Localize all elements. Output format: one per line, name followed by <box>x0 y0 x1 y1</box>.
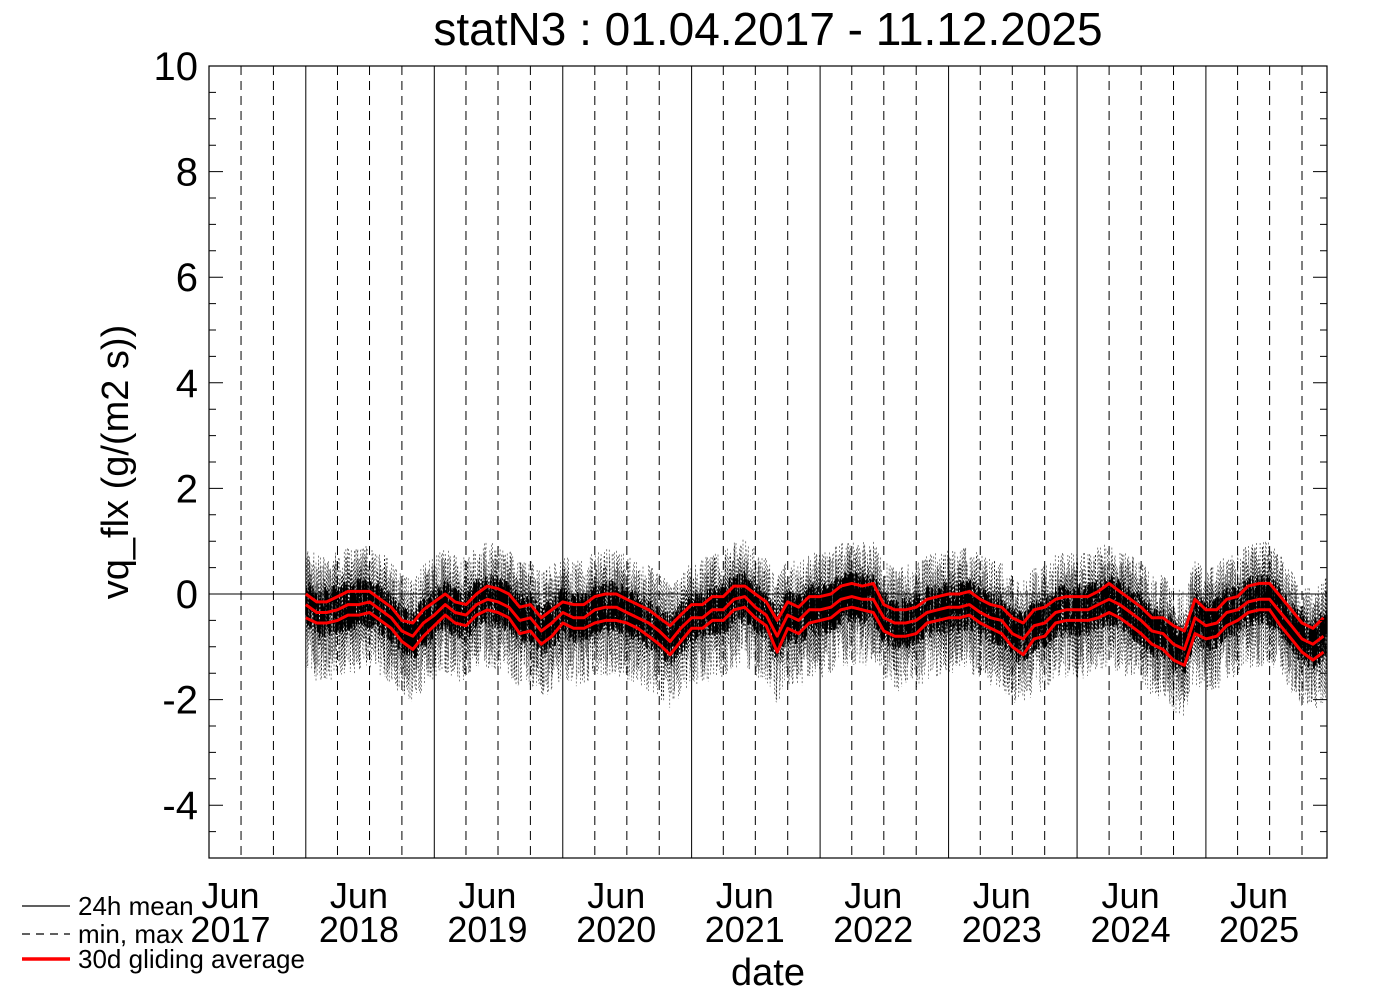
legend-label: 30d gliding average <box>78 944 305 974</box>
x-tick-month: Jun <box>201 875 259 916</box>
grid-lines <box>208 66 1327 858</box>
series-30d-mean <box>304 595 1325 651</box>
chart-title: statN3 : 01.04.2017 - 11.12.2025 <box>433 3 1102 55</box>
series-30d-lower <box>305 605 1325 667</box>
x-tick-year: 2020 <box>576 909 656 950</box>
series-30d-upper <box>304 581 1325 633</box>
plot-frame <box>208 65 1328 859</box>
y-tick-label: 8 <box>176 151 198 195</box>
legend-label: min, max <box>78 919 183 949</box>
x-tick-month: Jun <box>458 875 516 916</box>
x-tick-month: Jun <box>973 875 1031 916</box>
x-tick-month: Jun <box>1230 875 1288 916</box>
y-axis-label: vq_flx (g/(m2 s)) <box>95 325 137 599</box>
y-tick-label: 2 <box>176 467 198 511</box>
x-tick-year: 2021 <box>705 909 785 950</box>
x-tick-month: Jun <box>716 875 774 916</box>
x-tick-month: Jun <box>587 875 645 916</box>
x-tick-month: Jun <box>330 875 388 916</box>
y-tick-label: -4 <box>162 784 198 828</box>
x-tick-year: 2025 <box>1219 909 1299 950</box>
y-tick-labels: 10 8 6 4 2 0 -2 -4 <box>154 45 199 828</box>
y-tick-label: 6 <box>176 256 198 300</box>
x-tick-year: 2017 <box>190 909 270 950</box>
y-axis-ticks <box>209 65 1327 859</box>
x-tick-year: 2019 <box>447 909 527 950</box>
x-tick-month: Jun <box>844 875 902 916</box>
y-tick-label: 0 <box>176 573 198 617</box>
y-tick-label: 4 <box>176 362 198 406</box>
series-lines <box>304 581 1325 667</box>
x-tick-year: 2018 <box>319 909 399 950</box>
x-tick-year: 2022 <box>833 909 913 950</box>
legend-label: 24h mean <box>78 891 194 921</box>
y-tick-label: 10 <box>154 45 199 89</box>
x-axis-label: date <box>731 952 805 992</box>
x-tick-year: 2023 <box>962 909 1042 950</box>
axis-ticks <box>209 65 1327 859</box>
y-tick-label: -2 <box>162 679 198 723</box>
x-tick-labels: Jun2017Jun2018Jun2019Jun2020Jun2021Jun20… <box>190 875 1299 950</box>
x-tick-year: 2024 <box>1091 909 1171 950</box>
x-tick-month: Jun <box>1102 875 1160 916</box>
